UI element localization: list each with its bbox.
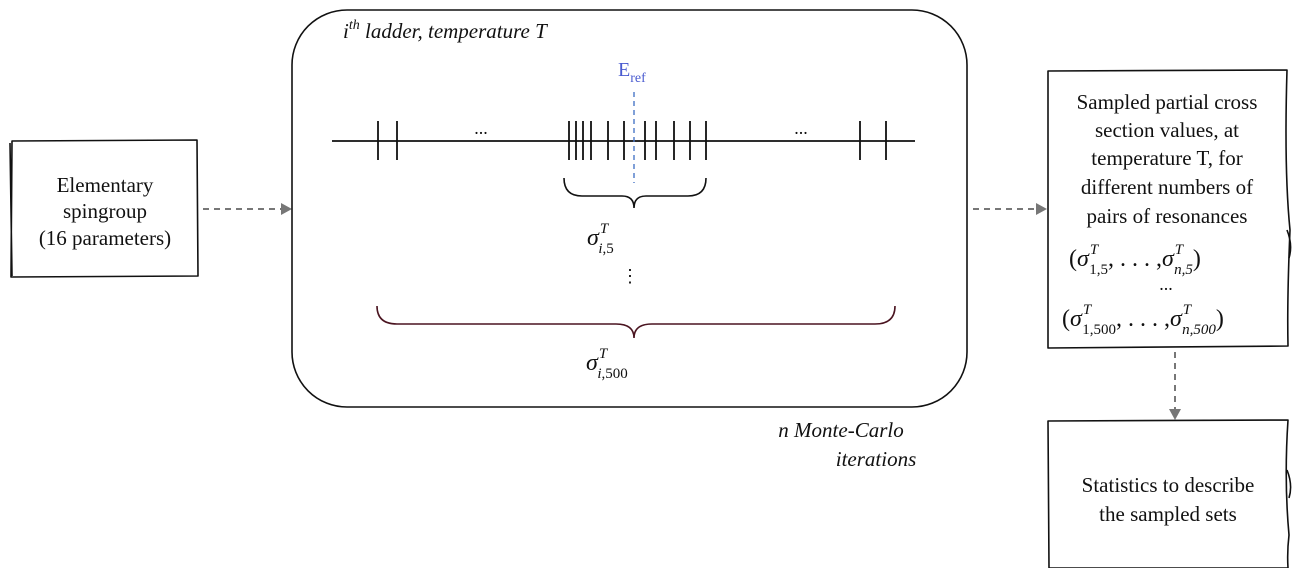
monte-carlo-label-line-1: n Monte-Carlo bbox=[778, 418, 903, 442]
elementary-spingroup-box: Elementary spingroup (16 parameters) bbox=[9, 139, 199, 278]
ellipsis-right: ... bbox=[794, 118, 808, 138]
arrow-spingroup-to-ladder bbox=[203, 203, 292, 215]
sampled-values-line-2: section values, at bbox=[1095, 118, 1239, 142]
statistics-line-1: Statistics to describe bbox=[1082, 473, 1255, 497]
sigma-i-500: σT i,500 bbox=[586, 346, 628, 382]
sampled-values-line-3: temperature T, for bbox=[1091, 146, 1242, 170]
ladder-box: ith ladder, temperature T Eref bbox=[291, 9, 968, 408]
elementary-spingroup-line-1: Elementary bbox=[57, 173, 154, 197]
sigma-i-5: σT i,5 bbox=[587, 221, 614, 257]
sampled-values-line-1: Sampled partial cross bbox=[1077, 90, 1258, 114]
resonance-ticks bbox=[377, 121, 887, 160]
elementary-spingroup-line-3: (16 parameters) bbox=[39, 226, 171, 250]
vertical-ellipsis: ⋮ bbox=[621, 266, 639, 286]
statistics-line-2: the sampled sets bbox=[1099, 502, 1237, 526]
elementary-spingroup-line-2: spingroup bbox=[63, 199, 147, 223]
large-brace bbox=[376, 305, 896, 339]
small-brace bbox=[563, 177, 707, 209]
sigma-tuple-500: (σT 1,500, . . . ,σT n,500) bbox=[1062, 302, 1224, 338]
arrow-results-to-statistics bbox=[1169, 352, 1181, 420]
sampled-values-line-5: pairs of resonances bbox=[1087, 204, 1248, 228]
e-ref-label: Eref bbox=[618, 59, 646, 86]
ladder-title: ith ladder, temperature T bbox=[343, 18, 548, 43]
tuple-ellipsis: ... bbox=[1159, 274, 1173, 294]
monte-carlo-label-line-2: iterations bbox=[836, 447, 917, 471]
arrow-ladder-to-results bbox=[973, 203, 1047, 215]
sigma-tuple-5: (σT 1,5, . . . ,σT n,5) bbox=[1069, 242, 1201, 278]
sampled-values-line-4: different numbers of bbox=[1081, 175, 1253, 199]
statistics-box: Statistics to describe the sampled sets bbox=[1047, 419, 1292, 568]
sampled-values-box: Sampled partial cross section values, at… bbox=[1047, 69, 1292, 349]
ellipsis-left: ... bbox=[474, 118, 488, 138]
